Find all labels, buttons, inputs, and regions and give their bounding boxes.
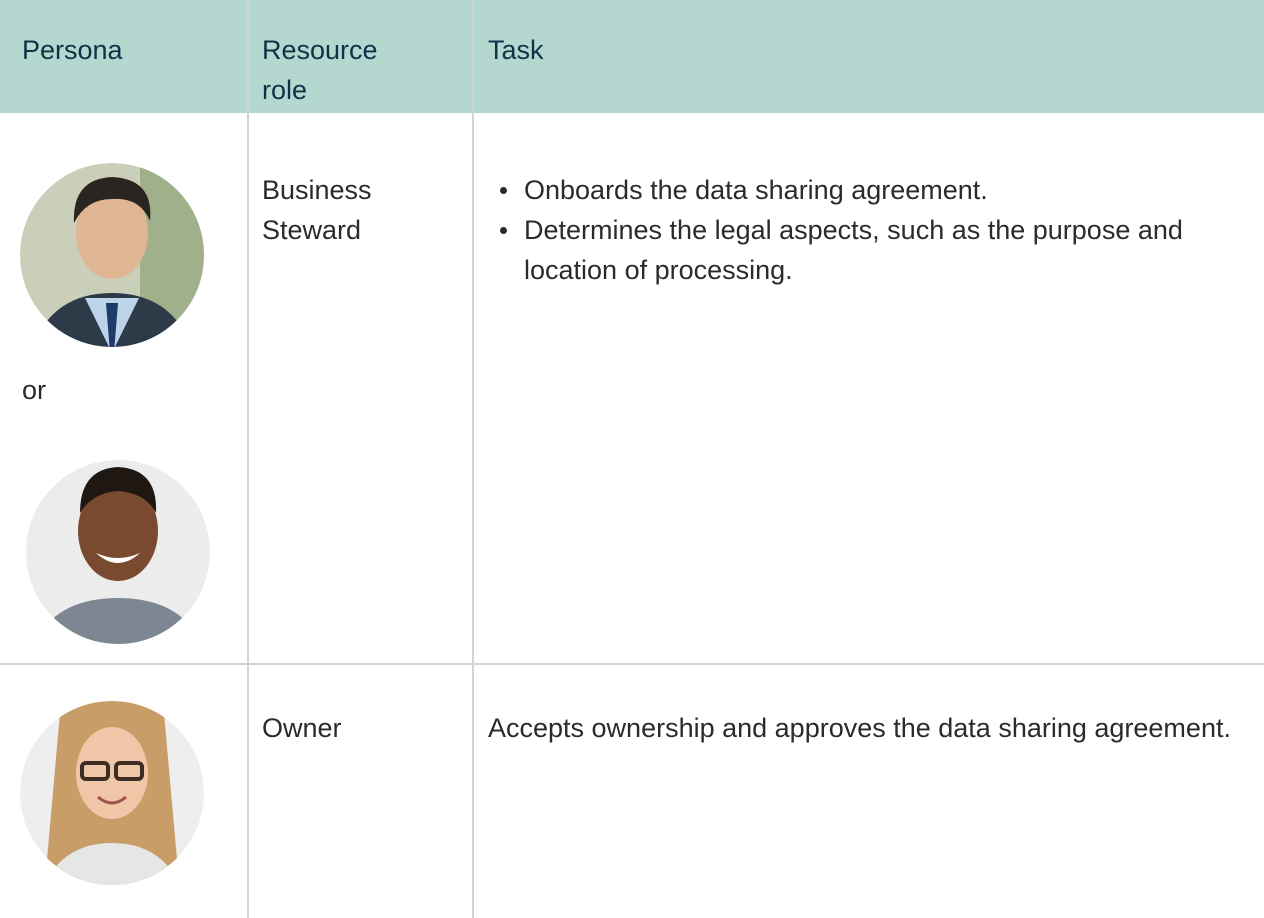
task-list: Onboards the data sharing agreement. Det… — [494, 170, 1264, 290]
header-row: Persona Resource role Task — [0, 0, 1264, 113]
header-cell: Task — [488, 35, 544, 65]
header-cell: Persona — [22, 35, 123, 65]
avatar — [20, 163, 204, 347]
column-border — [247, 0, 249, 918]
avatars — [20, 163, 210, 885]
column-border — [472, 0, 474, 918]
task: Accepts ownership and approves the data … — [488, 713, 1231, 743]
role: Business Steward — [262, 175, 372, 245]
avatar — [20, 701, 204, 885]
task-item: Determines the legal aspects, such as th… — [494, 210, 1264, 290]
task-item: Onboards the data sharing agreement. — [494, 170, 1264, 210]
header-cell: Resource role — [262, 35, 378, 105]
persona-text: or — [22, 375, 47, 405]
row-border — [0, 663, 1264, 665]
role: Owner — [262, 713, 342, 743]
avatar — [26, 460, 210, 644]
